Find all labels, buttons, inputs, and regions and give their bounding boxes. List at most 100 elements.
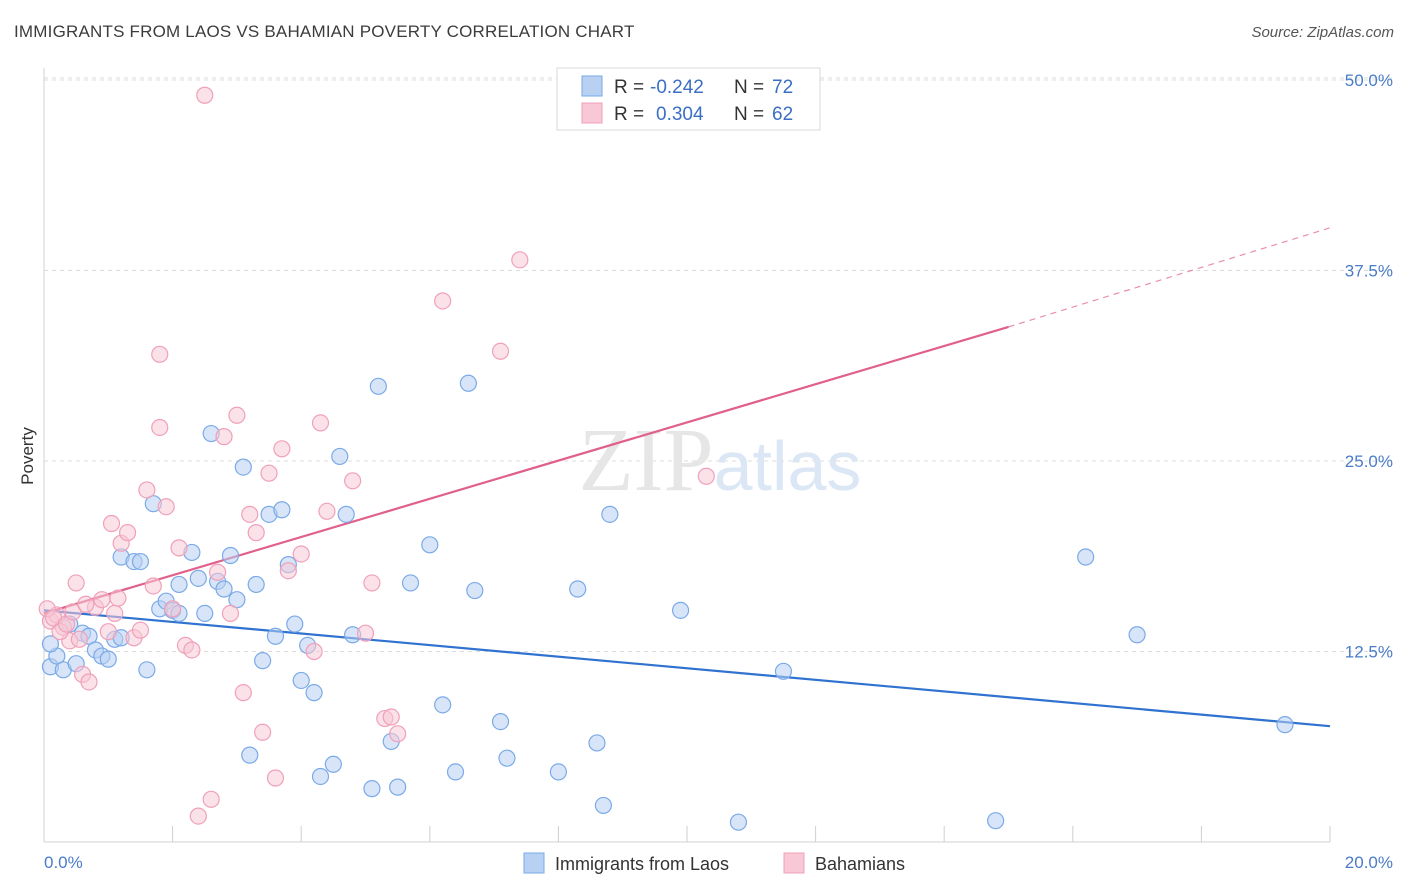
watermark: ZIPatlas <box>579 411 862 510</box>
point-bahamians <box>234 684 252 702</box>
point-bahamians <box>382 708 400 726</box>
point-laos <box>434 696 452 714</box>
point-laos <box>228 591 246 609</box>
point-bahamians <box>131 621 150 639</box>
point-bahamians <box>196 86 214 104</box>
point-laos <box>241 746 259 764</box>
point-laos <box>987 812 1005 830</box>
point-laos <box>1077 548 1095 566</box>
gridlines <box>44 77 1393 652</box>
point-bahamians <box>70 630 88 648</box>
y-axis-label: Poverty <box>18 427 37 485</box>
point-laos <box>774 662 793 680</box>
point-laos <box>729 813 748 831</box>
point-laos <box>601 505 619 523</box>
point-bahamians <box>106 604 124 623</box>
point-laos <box>549 763 568 781</box>
stats-swatch-bahamians <box>581 102 603 124</box>
point-bahamians <box>279 562 297 580</box>
point-bahamians <box>215 428 233 446</box>
y-tick-label: 50.0% <box>1345 71 1393 90</box>
point-bahamians <box>266 769 285 787</box>
point-bahamians <box>254 723 272 741</box>
point-bahamians <box>164 600 182 618</box>
point-bahamians <box>434 292 452 310</box>
stats-n-value-bahamians: 62 <box>772 104 793 125</box>
point-bahamians <box>202 790 220 808</box>
point-laos <box>311 767 330 786</box>
point-bahamians <box>305 642 323 661</box>
point-laos <box>254 652 272 670</box>
point-laos <box>588 734 606 752</box>
point-laos <box>569 580 587 598</box>
point-bahamians <box>183 641 201 659</box>
point-bahamians <box>292 545 310 563</box>
stats-swatch-laos <box>581 75 603 97</box>
point-laos <box>273 501 291 519</box>
point-bahamians <box>241 505 259 523</box>
x-tick-label-max: 20.0% <box>1345 853 1393 872</box>
legend-label-laos: Immigrants from Laos <box>555 854 729 874</box>
point-bahamians <box>157 498 175 516</box>
stats-r-label-bahamians: R = <box>614 104 644 125</box>
point-bahamians <box>138 481 156 499</box>
legend-label-bahamians: Bahamians <box>815 854 905 874</box>
chart-title: IMMIGRANTS FROM LAOS VS BAHAMIAN POVERTY… <box>14 22 635 41</box>
point-laos <box>215 580 233 598</box>
legend-swatch-bahamians <box>783 852 805 874</box>
point-bahamians <box>273 440 291 458</box>
point-laos <box>401 574 420 592</box>
point-bahamians <box>118 524 137 542</box>
point-bahamians <box>697 467 715 485</box>
y-tick-label: 37.5% <box>1345 262 1393 281</box>
point-bahamians <box>77 595 95 613</box>
point-laos <box>292 671 310 690</box>
point-bahamians <box>228 406 246 424</box>
x-tick-label-min: 0.0% <box>44 853 83 872</box>
point-laos <box>331 447 349 466</box>
point-bahamians <box>99 623 117 641</box>
point-bahamians <box>144 577 162 595</box>
point-bahamians <box>102 514 121 533</box>
point-bahamians <box>109 589 127 607</box>
point-bahamians <box>363 574 381 592</box>
point-laos <box>221 546 240 565</box>
point-bahamians <box>80 673 98 691</box>
point-laos <box>196 604 214 623</box>
legend-swatch-laos <box>523 852 545 874</box>
stats-r-value-bahamians: 0.304 <box>656 104 704 125</box>
point-bahamians <box>311 414 330 432</box>
point-laos <box>369 377 387 395</box>
trend-lines <box>43 227 1331 728</box>
point-laos <box>491 713 510 731</box>
point-laos <box>305 684 323 702</box>
point-laos <box>131 552 150 571</box>
point-bahamians <box>389 725 407 743</box>
point-bahamians <box>260 464 278 482</box>
point-bahamians <box>151 345 169 363</box>
stats-r-label-laos: R = <box>614 77 644 98</box>
point-bahamians <box>209 563 227 581</box>
y-tick-label: 25.0% <box>1345 452 1393 471</box>
chart-source: Source: ZipAtlas.com <box>1251 24 1394 41</box>
point-bahamians <box>247 524 265 542</box>
stats-r-value-laos: -0.242 <box>650 77 704 98</box>
point-bahamians <box>511 251 529 269</box>
point-laos <box>466 581 484 600</box>
point-bahamians <box>93 591 111 609</box>
point-laos <box>671 601 690 619</box>
point-laos <box>41 635 60 653</box>
point-bahamians <box>67 574 85 592</box>
point-bahamians <box>491 342 510 360</box>
point-laos <box>337 505 355 523</box>
point-laos <box>189 569 207 587</box>
point-laos <box>1128 626 1146 644</box>
point-laos <box>421 536 439 554</box>
point-laos <box>324 755 342 773</box>
point-bahamians <box>189 807 207 825</box>
point-laos <box>363 780 381 798</box>
stats-n-label-laos: N = <box>734 77 764 98</box>
data-points <box>38 86 1294 831</box>
point-laos <box>446 763 465 781</box>
y-tick-labels: 12.5% 25.0% 37.5% 50.0% <box>1345 71 1393 662</box>
